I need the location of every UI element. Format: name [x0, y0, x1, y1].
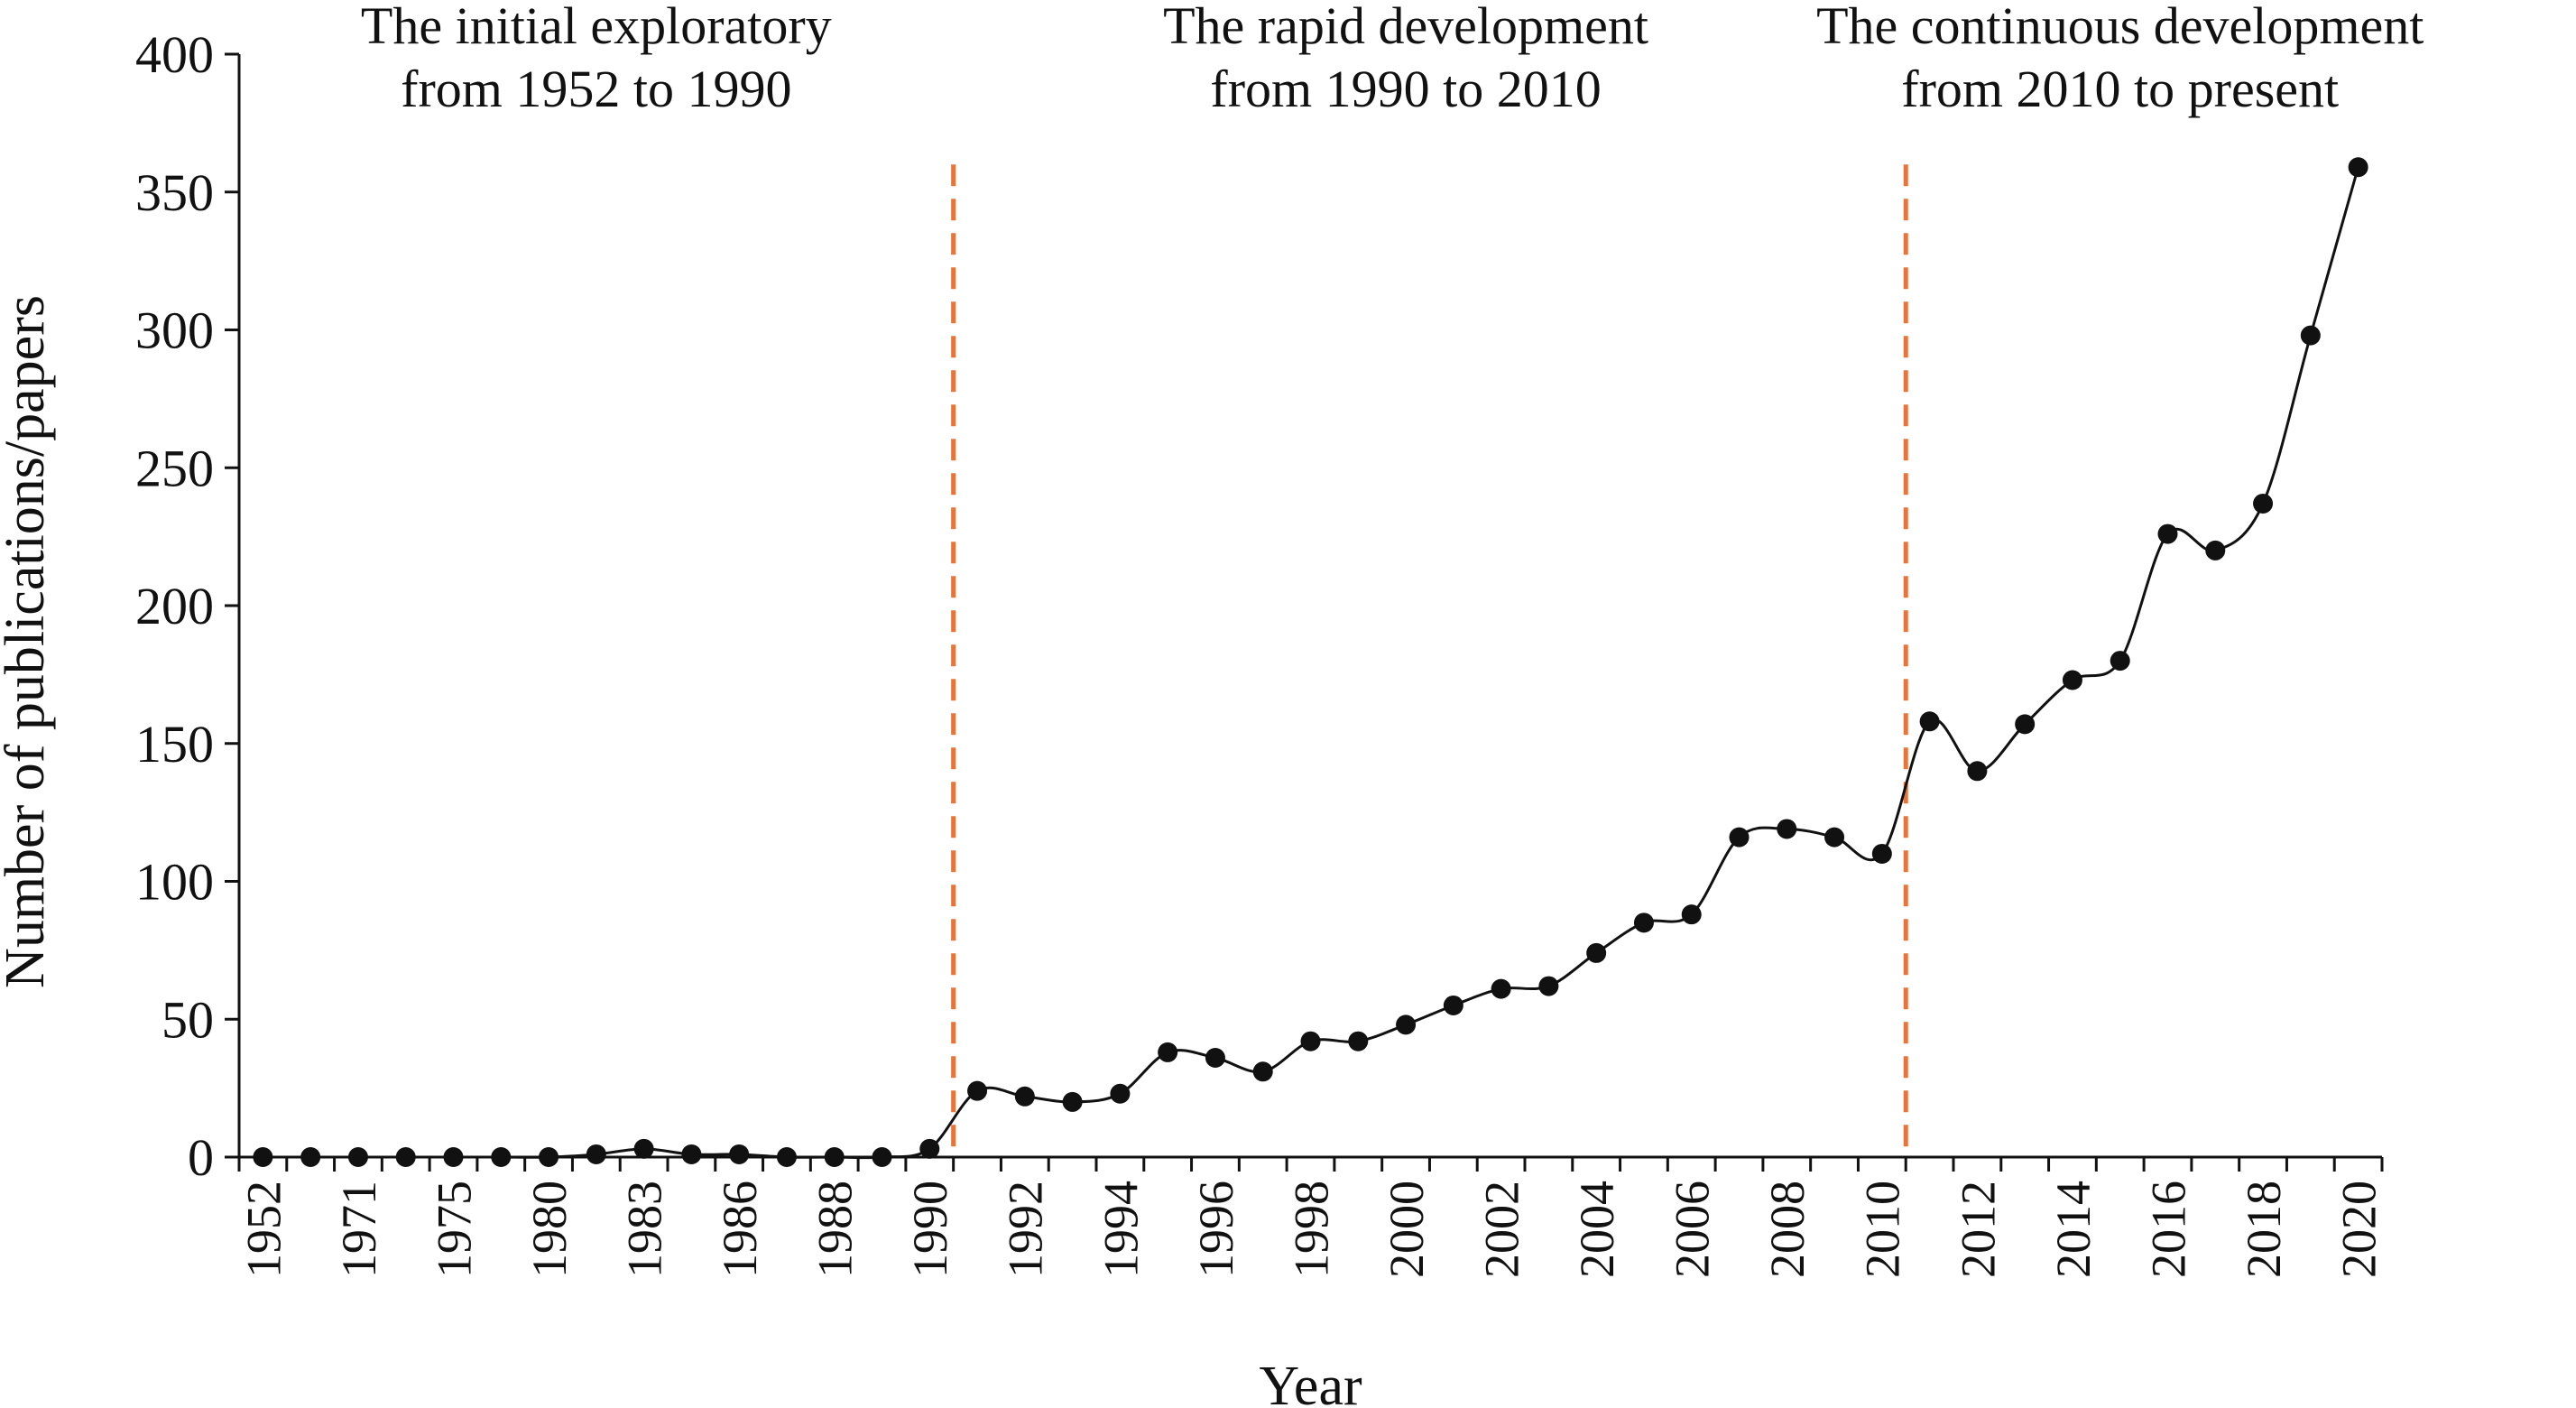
data-point: [1586, 942, 1607, 963]
data-point: [1538, 976, 1559, 996]
data-point: [1158, 1042, 1178, 1062]
x-tick-label: 1998: [1284, 1181, 1338, 1278]
data-point: [2348, 157, 2368, 178]
x-tick-label: 2014: [2046, 1181, 2101, 1278]
data-point: [1871, 843, 1892, 864]
x-tick-label: 1990: [903, 1181, 957, 1278]
phase-label-line1: The initial exploratory: [361, 0, 832, 55]
x-tick-label: 2004: [1570, 1181, 1624, 1278]
y-tick-label: 0: [188, 1128, 214, 1187]
x-tick-label: 2002: [1475, 1181, 1529, 1278]
y-tick-label: 150: [135, 715, 214, 773]
data-point: [2015, 714, 2036, 735]
data-point: [2062, 670, 2082, 690]
y-tick-label: 400: [135, 25, 214, 84]
x-tick-label: 1986: [713, 1181, 767, 1278]
y-tick-label: 200: [135, 577, 214, 635]
x-tick-label: 2018: [2237, 1181, 2291, 1278]
x-tick-label: 1980: [522, 1181, 577, 1278]
data-point: [1348, 1031, 1369, 1051]
phase-dividers: [951, 164, 1908, 1155]
x-tick-label: 1994: [1094, 1181, 1148, 1278]
x-tick-label: 2010: [1856, 1181, 1910, 1278]
x-tick-label: 1971: [332, 1181, 386, 1278]
data-point: [1729, 827, 1750, 848]
data-point: [1300, 1031, 1321, 1051]
data-point: [633, 1138, 654, 1159]
data-point: [967, 1080, 988, 1101]
x-axis-title: Year: [1259, 1356, 1362, 1408]
data-point: [2300, 325, 2321, 346]
x-tick-label: 2008: [1760, 1181, 1814, 1278]
data-point: [1014, 1086, 1035, 1107]
y-tick-label: 350: [135, 163, 214, 222]
phase-label-line1: The rapid development: [1163, 0, 1648, 55]
x-tick-label: 2016: [2141, 1181, 2195, 1278]
y-axis-title: Number of publications/papers: [0, 295, 56, 988]
series-line: [263, 166, 2360, 1160]
y-tick-label: 250: [135, 439, 214, 497]
data-point: [2110, 651, 2130, 672]
data-point: [1443, 995, 1463, 1015]
data-point: [1919, 711, 1940, 732]
y-tick-label: 300: [135, 301, 214, 360]
x-tick-label: 1983: [618, 1181, 672, 1278]
data-point: [1491, 978, 1511, 999]
x-tick-label: 1996: [1189, 1181, 1243, 1278]
data-point: [919, 1138, 940, 1159]
data-point: [1252, 1061, 1273, 1082]
data-point: [2157, 523, 2178, 544]
data-point: [586, 1144, 606, 1164]
x-axis-ticks: 1952 1971 1975 1980 1983 1986 1988 1990 1992 1994…: [236, 1157, 2387, 1278]
data-point: [1205, 1048, 1225, 1069]
data-point: [1633, 912, 1654, 933]
y-tick-label: 50: [162, 990, 214, 1049]
x-tick-label: 1992: [999, 1181, 1053, 1278]
data-point: [681, 1144, 702, 1164]
x-tick-label: 2020: [2332, 1181, 2387, 1278]
x-tick-label: 2012: [1951, 1181, 2005, 1278]
data-point: [729, 1144, 750, 1164]
x-tick-label: 2000: [1380, 1181, 1434, 1278]
x-tick-label: 1952: [236, 1181, 291, 1278]
x-tick-label: 2006: [1666, 1181, 1720, 1278]
phase-label-line2: from 1952 to 1990: [401, 60, 791, 118]
data-point: [2205, 540, 2226, 560]
series-points: [253, 157, 2368, 1167]
x-tick-label: 1988: [808, 1181, 863, 1278]
data-point: [1777, 819, 1797, 839]
data-point: [1824, 827, 1845, 848]
data-point: [1681, 904, 1702, 925]
data-point: [1967, 761, 1988, 782]
data-point: [1396, 1014, 1417, 1035]
data-point: [1062, 1091, 1083, 1112]
y-axis-ticks: 0 50 100 150 200 250 300 350 400: [135, 25, 239, 1187]
phase-label-line2: from 1990 to 2010: [1210, 60, 1601, 118]
phase-label-line2: from 2010 to present: [1901, 60, 2339, 118]
data-point: [2253, 493, 2274, 514]
phase-label-line1: The continuous development: [1816, 0, 2424, 55]
data-point: [1110, 1083, 1131, 1104]
x-tick-label: 1975: [427, 1181, 481, 1278]
y-tick-label: 100: [135, 853, 214, 912]
